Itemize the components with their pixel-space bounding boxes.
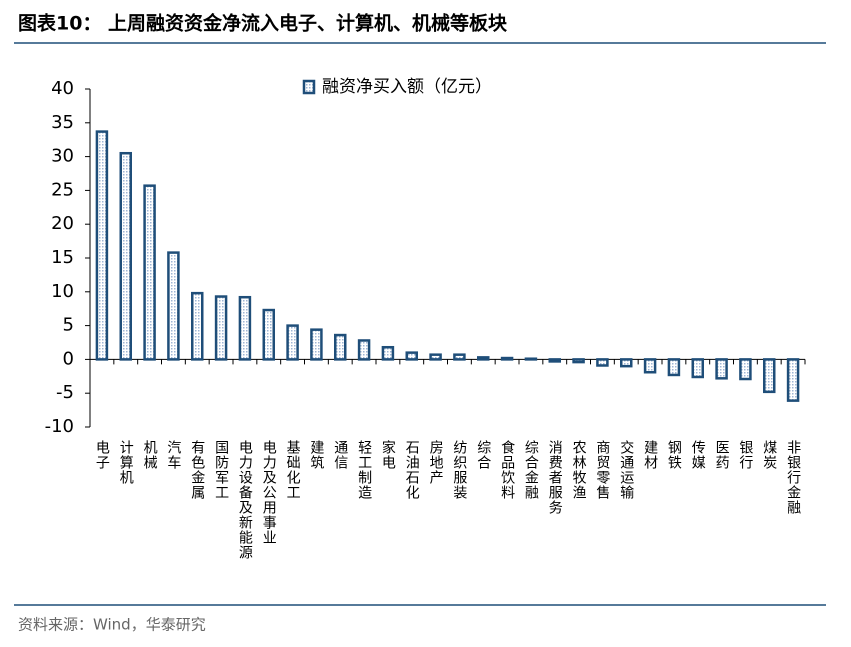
y-tick-label: 5 xyxy=(63,315,74,336)
y-tick-label: 15 xyxy=(51,247,74,268)
bar xyxy=(620,358,633,368)
y-tick-label: 20 xyxy=(51,213,74,234)
bar xyxy=(524,357,538,361)
bar xyxy=(310,328,323,361)
bar xyxy=(334,333,347,361)
bar xyxy=(191,291,204,361)
x-tick-label: 商贸零售 xyxy=(594,440,610,500)
bar xyxy=(119,151,132,361)
bar xyxy=(572,358,585,364)
bar xyxy=(405,351,418,361)
x-tick-label: 食品饮料 xyxy=(499,439,515,500)
x-tick-label: 建材 xyxy=(642,440,658,470)
source: 资料来源：Wind，华泰研究 xyxy=(18,616,206,634)
bar xyxy=(596,358,609,367)
bar xyxy=(739,358,752,381)
x-tick-label: 电子 xyxy=(94,440,110,470)
bar xyxy=(429,353,442,361)
bar xyxy=(238,295,252,361)
x-tick-label: 煤炭 xyxy=(761,440,777,470)
x-tick-label: 纺织服装 xyxy=(451,440,467,500)
bar xyxy=(167,251,180,361)
bar xyxy=(357,339,371,361)
y-tick-label: 10 xyxy=(51,281,74,302)
x-tick-label: 机械 xyxy=(142,440,158,470)
x-tick-label: 有色金属 xyxy=(189,440,205,500)
y-tick-label: -5 xyxy=(56,382,74,403)
bar xyxy=(763,358,776,394)
legend-label: 融资净买入额（亿元） xyxy=(322,77,492,97)
x-tick-label: 石油石化 xyxy=(404,440,420,500)
bar xyxy=(715,358,728,380)
x-tick-label: 银行 xyxy=(737,440,753,470)
legend-swatch xyxy=(302,79,316,95)
bar xyxy=(691,358,704,379)
y-tick-label: -10 xyxy=(45,416,74,437)
bar xyxy=(643,358,657,374)
bar xyxy=(500,356,514,361)
bar xyxy=(786,358,800,402)
x-tick-label: 国防军工 xyxy=(213,440,229,500)
x-tick-label: 电力及公用事业 xyxy=(261,440,277,545)
bar xyxy=(286,324,299,361)
bar xyxy=(381,345,395,361)
x-tick-label: 交通运输 xyxy=(618,439,634,500)
y-tick-label: 40 xyxy=(51,78,74,99)
y-tick-label: 30 xyxy=(51,146,74,167)
x-tick-label: 家电 xyxy=(380,439,396,470)
bar xyxy=(477,356,490,361)
bar xyxy=(143,184,156,361)
x-tick-label: 钢铁 xyxy=(666,440,682,470)
bar xyxy=(453,353,466,361)
x-tick-label: 农林牧渔 xyxy=(571,440,587,500)
x-tick-label: 建筑 xyxy=(308,440,324,470)
bar xyxy=(548,358,561,363)
bar xyxy=(262,308,275,361)
x-tick-label: 综合金融 xyxy=(523,440,539,500)
x-tick-label: 房地产 xyxy=(428,440,444,485)
bar xyxy=(214,295,228,361)
x-tick-label: 综合 xyxy=(475,440,491,470)
x-tick-label: 医药 xyxy=(714,440,730,470)
x-tick-label: 传媒 xyxy=(690,440,706,470)
y-tick-label: 25 xyxy=(51,179,74,200)
x-tick-label: 非银行金融 xyxy=(785,440,801,515)
x-tick-label: 电力设备及新能源 xyxy=(237,440,253,560)
bar xyxy=(95,130,109,361)
x-tick-label: 计算机 xyxy=(118,440,134,485)
bar xyxy=(667,358,681,377)
x-tick-label: 通信 xyxy=(332,440,348,470)
x-tick-label: 基础化工 xyxy=(285,439,301,500)
x-tick-label: 轻工制造 xyxy=(356,440,372,500)
y-tick-label: 35 xyxy=(51,112,74,133)
x-tick-label: 消费者服务 xyxy=(547,440,563,515)
y-tick-label: 0 xyxy=(63,348,74,369)
header-title: 图表10： 上周融资资金净流入电子、计算机、机械等板块 xyxy=(18,12,508,35)
x-tick-label: 汽车 xyxy=(165,440,181,470)
